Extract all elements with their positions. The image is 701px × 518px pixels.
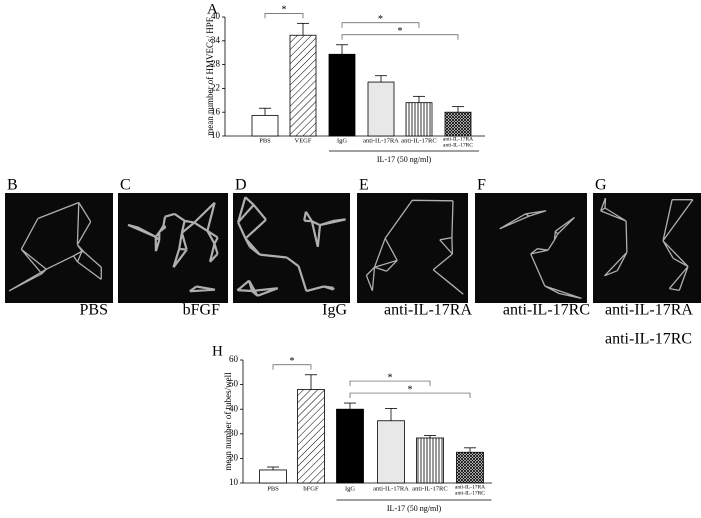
bar <box>336 408 364 484</box>
panel-caption: PBS <box>80 302 108 319</box>
significance-bracket <box>349 380 431 387</box>
micrograph <box>118 193 228 303</box>
significance-bracket <box>264 12 304 19</box>
micrograph <box>5 193 113 303</box>
significance-bracket <box>349 392 471 399</box>
bar <box>444 111 472 137</box>
micrograph <box>475 193 587 303</box>
significance-label: * <box>388 372 393 383</box>
panel-caption: bFGF <box>183 302 220 319</box>
x-tick-label: IgG <box>345 485 355 492</box>
y-tick-label: 30 <box>229 428 239 438</box>
y-tick-label: 34 <box>211 35 221 45</box>
y-tick-label: 40 <box>229 403 239 413</box>
x-tick-label: IgG <box>337 137 347 144</box>
x-tick-label: anti-IL-17RA <box>373 485 409 492</box>
significance-label: * <box>378 14 383 25</box>
bar <box>456 451 484 484</box>
y-tick-label: 22 <box>211 82 220 92</box>
x-tick-label: anti-IL-17RA <box>455 484 485 490</box>
x-tick-label: PBS <box>259 137 271 144</box>
x-tick-label: VEGF <box>295 137 312 144</box>
tube-network <box>236 196 346 297</box>
x-tick-label: anti-IL-17RA <box>443 136 473 142</box>
significance-label: * <box>282 5 287 16</box>
x-tick-label: PBS <box>267 485 279 492</box>
panel-letter: B <box>7 177 18 194</box>
x-tick-label: bFGF <box>303 485 319 492</box>
bar <box>289 34 317 137</box>
panel-letter: H <box>212 343 223 359</box>
y-tick-label: 40 <box>211 11 221 21</box>
y-axis-label: mean number of tubes/well <box>223 372 233 471</box>
tube-network <box>499 210 582 300</box>
tube-network <box>365 199 464 295</box>
panel-letter: D <box>235 177 247 194</box>
bar <box>297 389 325 484</box>
micrograph <box>357 193 468 303</box>
significance-bracket <box>341 22 420 28</box>
bar <box>251 114 279 137</box>
y-tick-label: 10 <box>229 477 239 487</box>
significance-bracket <box>272 364 312 370</box>
bar <box>405 102 433 137</box>
y-tick-label: 10 <box>211 130 221 140</box>
x-tick-label: anti-IL-17RC <box>455 490 485 496</box>
significance-bracket <box>341 34 459 40</box>
y-tick-label: 28 <box>211 59 221 69</box>
panel-caption: IgG <box>322 302 347 319</box>
bar <box>328 53 356 137</box>
y-tick-label: 50 <box>229 379 239 389</box>
significance-label: * <box>408 384 413 395</box>
x-tick-label: anti-IL-17RC <box>443 142 473 148</box>
x-tick-label: anti-IL-17RC <box>412 485 447 492</box>
significance-label: * <box>290 356 295 367</box>
panel-letter: E <box>359 177 369 194</box>
y-tick-label: 60 <box>229 354 239 364</box>
significance-label: * <box>398 26 403 37</box>
y-tick-label: 16 <box>211 106 221 116</box>
group-label: IL-17 (50 ng/ml) <box>377 155 432 164</box>
tube-network <box>127 201 219 293</box>
bar <box>377 420 405 484</box>
bar <box>259 469 287 484</box>
panel-caption: anti-IL-17RC <box>503 302 590 319</box>
tube-network <box>600 197 694 292</box>
panel-letter: C <box>120 177 131 194</box>
panel-caption: anti-IL-17RC <box>605 331 692 348</box>
y-tick-label: 20 <box>229 452 239 462</box>
x-tick-label: anti-IL-17RC <box>401 137 436 144</box>
bar <box>367 81 395 137</box>
bar <box>416 437 444 484</box>
panel-caption: anti-IL-17RA <box>384 302 472 319</box>
x-tick-label: anti-IL-17RA <box>363 137 399 144</box>
micrograph <box>593 193 701 303</box>
panel-letter: F <box>477 177 486 194</box>
panel-caption: anti-IL-17RA <box>605 302 693 319</box>
panel-letter: A <box>207 1 218 17</box>
tube-network <box>8 201 102 292</box>
panel-letter: G <box>595 177 607 194</box>
group-label: IL-17 (50 ng/ml) <box>387 504 442 513</box>
y-axis-label: mean number of HMVECs/ HPF <box>205 17 215 136</box>
